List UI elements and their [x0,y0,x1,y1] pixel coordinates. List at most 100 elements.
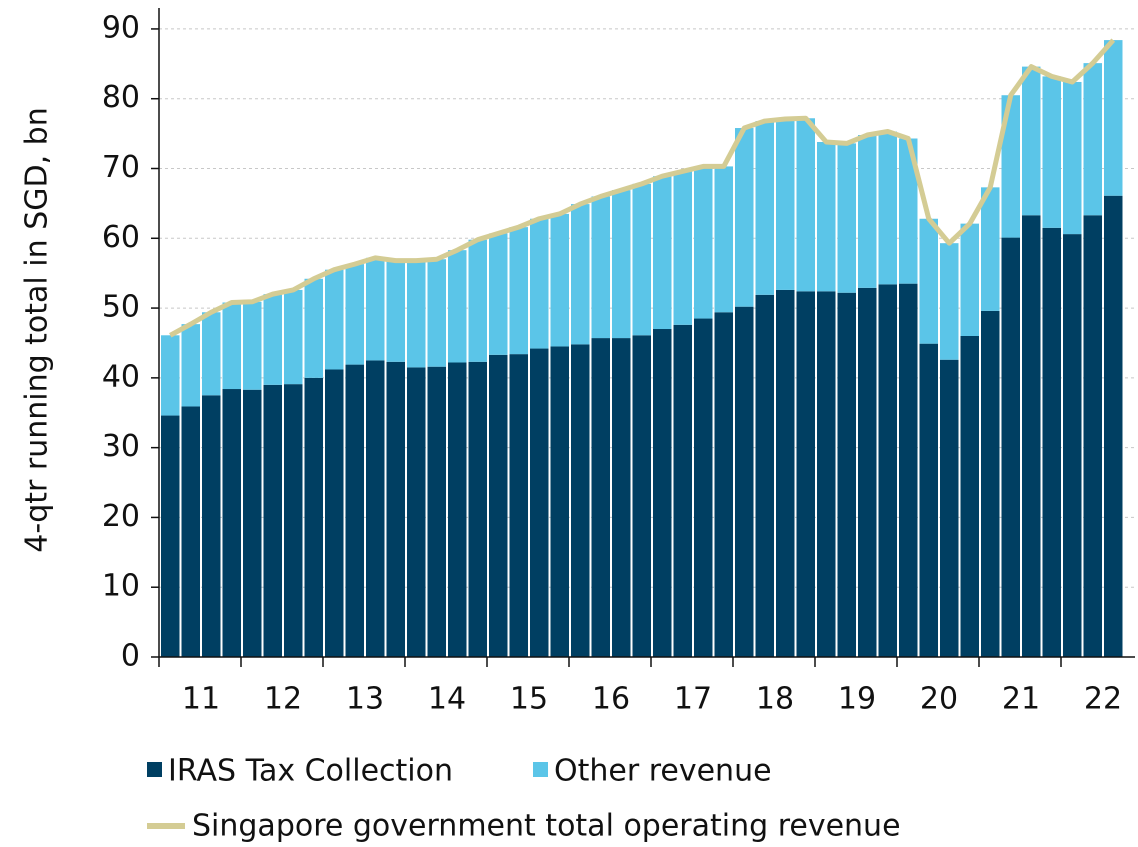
bar-segment [345,364,364,657]
bar-segment [694,318,713,657]
bar-segment [632,335,651,657]
bar-segment [755,121,774,295]
bar-segment [714,166,733,313]
bar-segment [817,291,836,657]
bar-segment [386,361,405,657]
bar-segment [284,384,303,657]
bar-segment [325,269,344,370]
x-tick-label: 22 [1084,682,1122,717]
y-tick-label: 80 [102,80,140,115]
bar-segment [263,294,282,385]
line-series [169,38,1116,338]
y-tick-label: 40 [102,359,140,394]
bar-segment [1001,237,1020,657]
bar-segment [386,260,405,362]
bar-segment [222,389,241,657]
y-tick-label: 60 [102,220,140,255]
bar-segment [1063,81,1082,235]
bar-segment [509,227,528,355]
bar-segment [263,384,282,657]
bar-segment [1042,76,1061,228]
bar-segment [530,218,549,349]
bar-segment [468,239,487,362]
bar-segment [878,131,897,285]
y-tick-label: 70 [102,150,140,185]
bar-segment [1104,195,1123,658]
bar-segment [653,176,672,330]
bar-segment [796,291,815,657]
bar-segment [181,406,200,657]
bar-segment [571,344,590,657]
x-tick-label: 12 [264,682,302,717]
bar-segment [366,257,385,361]
bar-segment [735,128,754,307]
bar-segment [448,250,467,363]
bar-segment [858,287,877,657]
x-tick-label: 11 [182,682,220,717]
x-tick-label: 18 [756,682,794,717]
x-tick-label: 14 [428,682,466,717]
bar-segment [1083,215,1102,657]
bar-segment [858,135,877,288]
bar-segment [1063,234,1082,658]
y-axis-label: 4-qtr running total in SGD, bn [20,107,55,552]
bar-segment [202,312,221,396]
bar-segment [345,264,364,365]
bar-segment [509,354,528,657]
bar-segment [837,292,856,657]
y-tick-label: 20 [102,499,140,534]
x-tick-label: 19 [838,682,876,717]
bar-segment [550,213,569,347]
bar-segment [899,283,918,657]
bar-segment [632,183,651,336]
x-tick-label: 20 [920,682,958,717]
bar-segment [837,143,856,293]
bar-segment [776,118,795,290]
bar-segment [673,171,692,325]
y-tick-label: 30 [102,429,140,464]
bar-segment [448,362,467,657]
bar-segment [243,301,262,390]
bar-segment [796,118,815,292]
bar-segment [714,312,733,657]
bar-segment [407,260,426,368]
legend-swatch [533,762,548,777]
bar-segment [325,369,344,657]
x-tick-label: 15 [510,682,548,717]
bar-segment [919,218,938,344]
bar-segment [878,284,897,657]
bar-segment [571,204,590,345]
y-tick-label: 90 [102,10,140,45]
bar-segment [817,141,836,292]
bar-segment [1083,63,1102,216]
bar-segment [427,259,446,367]
bar-segment [489,354,508,657]
bar-segment [960,223,979,336]
bar-segment [673,324,692,657]
bar-segment [468,361,487,657]
y-tick-label: 50 [102,290,140,325]
bar-segment [940,359,959,657]
bar-segment [755,294,774,657]
legend-label: IRAS Tax Collection [168,754,453,789]
bar-segment [181,324,200,407]
bar-segment [550,346,569,657]
bar-segment [202,395,221,657]
bar-segment [981,187,1000,311]
x-tick-label: 13 [346,682,384,717]
bar-segment [1022,66,1041,216]
bar-segment [304,278,323,378]
bar-segment [1104,40,1123,196]
bar-segment [1022,215,1041,657]
x-tick-label: 17 [674,682,712,717]
bar-segment [612,338,631,657]
bar-segment [407,367,426,657]
legend-label: Singapore government total operating rev… [192,809,901,844]
bar-segment [489,233,508,355]
x-tick-label: 21 [1002,682,1040,717]
bar-segment [960,335,979,657]
bar-segment [427,366,446,657]
bar-segment [304,377,323,657]
bar-segment [899,138,918,284]
